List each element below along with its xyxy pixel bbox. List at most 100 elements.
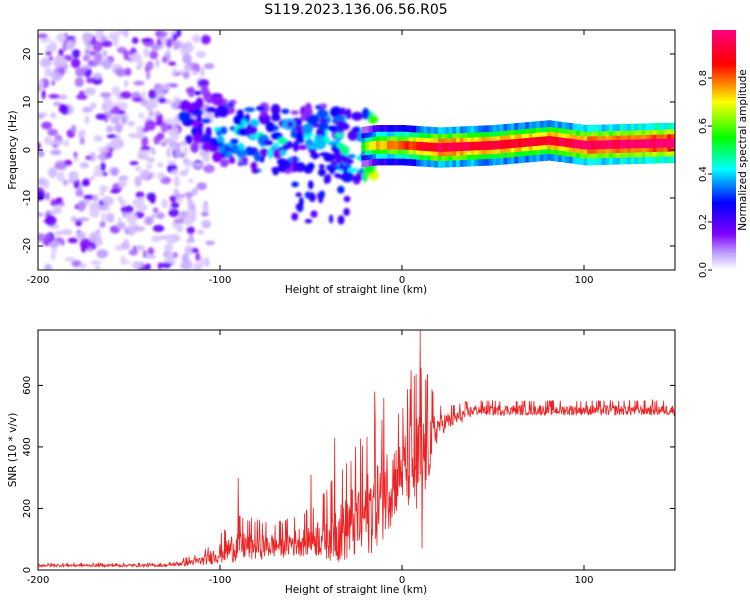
noise-blob xyxy=(44,233,52,241)
noise-blob xyxy=(129,161,139,166)
noise-blob xyxy=(150,171,156,179)
noise-blob xyxy=(145,254,157,260)
signal-blob xyxy=(351,175,362,181)
signal-blob xyxy=(179,100,191,112)
noise-blob xyxy=(45,191,50,201)
signal-band xyxy=(437,143,443,152)
noise-blob xyxy=(77,200,86,212)
noise-blob xyxy=(205,240,215,246)
signal-band xyxy=(470,141,476,151)
noise-blob xyxy=(47,128,59,137)
signal-blob xyxy=(329,106,343,119)
x-tick-label: -200 xyxy=(27,275,50,286)
noise-blob xyxy=(134,132,145,140)
signal-blob xyxy=(178,111,190,123)
noise-blob xyxy=(148,89,157,100)
noise-blob xyxy=(45,51,52,56)
signal-blob xyxy=(205,106,217,113)
signal-blob xyxy=(190,142,199,153)
noise-blob xyxy=(51,80,56,86)
noise-blob xyxy=(78,129,86,135)
noise-blob xyxy=(54,231,63,236)
colorbar-ticks: 0.0 0.2 0.4 0.6 0.8 xyxy=(698,70,712,278)
noise-blob xyxy=(123,30,129,38)
noise-blob xyxy=(169,195,177,203)
noise-blob xyxy=(197,78,210,88)
noise-blob xyxy=(173,41,179,51)
signal-blob xyxy=(292,140,299,153)
signal-band xyxy=(416,141,421,151)
noise-blob xyxy=(136,125,143,133)
noise-blob xyxy=(79,263,87,269)
signal-blob xyxy=(260,111,268,117)
noise-blob xyxy=(183,160,194,167)
noise-blob xyxy=(38,212,45,217)
noise-blob xyxy=(79,238,92,250)
signal-band xyxy=(386,140,392,150)
noise-blob xyxy=(92,170,104,177)
noise-blob xyxy=(41,121,53,130)
noise-blob xyxy=(135,65,142,71)
snr-marks xyxy=(38,330,675,569)
noise-blob xyxy=(119,91,132,99)
noise-blob xyxy=(134,166,142,172)
signal-blob xyxy=(346,167,359,173)
noise-blob xyxy=(56,171,65,182)
noise-blob xyxy=(105,125,115,133)
noise-blob xyxy=(186,237,196,243)
noise-blob xyxy=(195,252,201,262)
signal-blob xyxy=(302,123,313,135)
signal-band xyxy=(514,138,519,148)
snr-frame xyxy=(37,329,676,571)
noise-blob xyxy=(137,153,149,160)
noise-blob xyxy=(170,201,180,209)
noise-blob xyxy=(185,45,194,52)
noise-blob xyxy=(90,260,102,266)
signal-band xyxy=(456,142,461,152)
noise-blob xyxy=(92,40,103,52)
x-tick-label: -100 xyxy=(209,575,232,586)
noise-blob xyxy=(131,260,143,269)
signal-blob xyxy=(278,160,287,173)
noise-blob xyxy=(146,157,155,163)
noise-blob xyxy=(146,163,153,169)
noise-blob xyxy=(146,70,151,80)
snr-y-ticks: 0 200 400 600 xyxy=(22,376,675,573)
colorbar-tick-label: 0.8 xyxy=(698,70,709,86)
colorbar: 0.0 0.2 0.4 0.6 0.8 Normalized spectral ampl… xyxy=(698,30,749,278)
noise-blob xyxy=(71,49,81,59)
signal-blob xyxy=(295,192,302,198)
signal-blob xyxy=(304,218,313,224)
noise-blob xyxy=(38,233,46,242)
signal-blob xyxy=(298,196,304,207)
signal-band xyxy=(608,140,614,149)
noise-blob xyxy=(174,148,182,159)
signal-blob xyxy=(197,123,203,135)
noise-blob xyxy=(117,217,122,222)
y-tick-label: 20 xyxy=(22,48,33,61)
signal-band xyxy=(583,140,589,150)
signal-blob xyxy=(236,149,248,158)
noise-blob xyxy=(190,204,196,211)
signal-blob xyxy=(245,125,253,134)
colorbar-label: Normalized spectral amplitude xyxy=(737,69,749,230)
signal-blob xyxy=(272,149,283,159)
noise-blob xyxy=(43,136,52,145)
noise-blob xyxy=(70,173,79,182)
signal-blob xyxy=(329,166,335,175)
noise-blob xyxy=(58,48,64,57)
signal-blob xyxy=(229,156,236,164)
signal-band xyxy=(634,139,640,149)
signal-blob xyxy=(204,91,213,103)
noise-blob xyxy=(41,89,46,100)
signal-band xyxy=(423,142,428,151)
signal-band xyxy=(517,138,523,148)
signal-band xyxy=(638,139,643,149)
noise-blob xyxy=(141,136,149,148)
noise-blob xyxy=(181,253,189,264)
signal-band xyxy=(561,138,567,147)
noise-blob xyxy=(160,122,168,133)
signal-blob xyxy=(272,167,280,176)
